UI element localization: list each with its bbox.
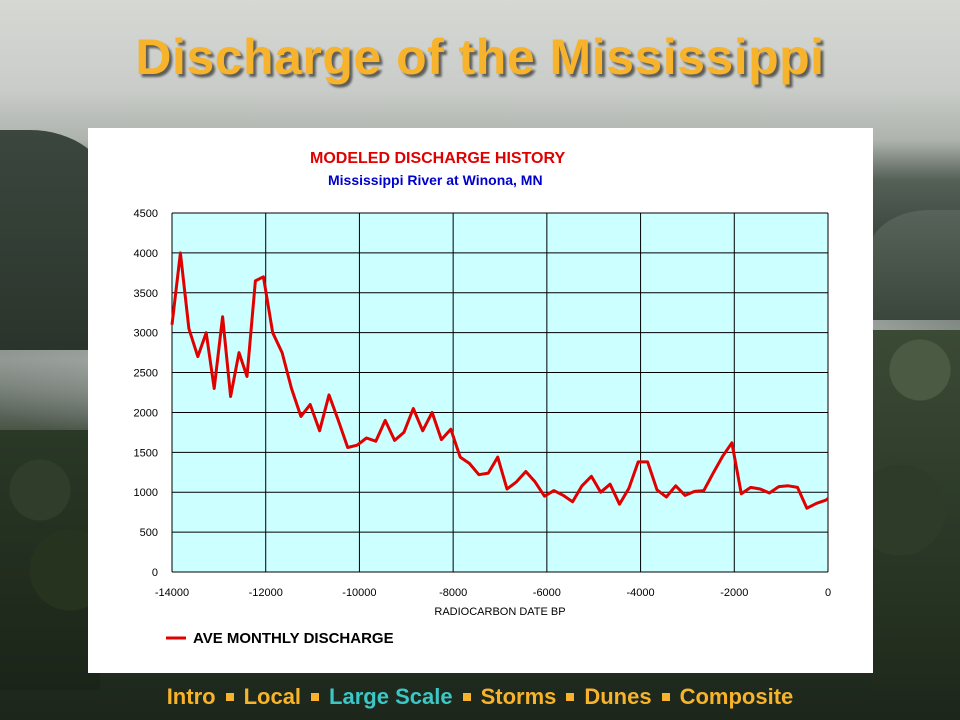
y-tick-label: 500 xyxy=(140,527,158,539)
chart-panel: MODELED DISCHARGE HISTORY Mississippi Riv… xyxy=(88,128,873,673)
nav-link-dunes[interactable]: Dunes xyxy=(584,684,652,709)
nav-separator-icon xyxy=(661,693,670,702)
nav-separator-icon xyxy=(311,693,320,702)
trees-right xyxy=(870,330,960,690)
y-tick-label: 3000 xyxy=(134,328,158,340)
discharge-chart: MODELED DISCHARGE HISTORY Mississippi Riv… xyxy=(134,150,832,647)
nav-separator-icon xyxy=(566,693,575,702)
series-line-discharge xyxy=(170,251,829,510)
y-tick-label: 1000 xyxy=(134,487,158,499)
y-tick-label: 3500 xyxy=(134,288,158,300)
x-tick-label: -10000 xyxy=(342,587,376,599)
nav-link-intro[interactable]: Intro xyxy=(166,684,216,709)
x-tick-label: 0 xyxy=(825,587,831,599)
x-tick-label: -14000 xyxy=(155,587,189,599)
slide-title: Discharge of the Mississippi xyxy=(135,29,825,85)
legend-label: AVE MONTHLY DISCHARGE xyxy=(193,630,394,647)
nav-link-large-scale[interactable]: Large Scale xyxy=(329,684,453,709)
nav-link-local[interactable]: Local xyxy=(243,684,302,709)
y-tick-label: 4500 xyxy=(134,208,158,220)
nav-link-storms[interactable]: Storms xyxy=(480,684,557,709)
x-tick-label: -2000 xyxy=(720,587,748,599)
y-tick-label: 1500 xyxy=(134,447,158,459)
y-tick-label: 0 xyxy=(152,567,158,579)
y-tick-label: 4000 xyxy=(134,248,158,260)
x-tick-label: -8000 xyxy=(439,587,467,599)
nav-link-composite[interactable]: Composite xyxy=(679,684,794,709)
nav-separator-icon xyxy=(462,693,471,702)
bluff-right xyxy=(870,210,960,320)
y-tick-label: 2000 xyxy=(134,407,158,419)
x-tick-label: -12000 xyxy=(249,587,283,599)
chart-subtitle: Mississippi River at Winona, MN xyxy=(328,172,543,188)
x-tick-label: -4000 xyxy=(627,587,655,599)
nav-separator-icon xyxy=(225,693,234,702)
x-axis-label: RADIOCARBON DATE BP xyxy=(434,606,565,618)
plot-area xyxy=(172,213,828,572)
y-tick-label: 2500 xyxy=(134,368,158,380)
x-tick-label: -6000 xyxy=(533,587,561,599)
trees-left xyxy=(0,430,100,690)
chart-title: MODELED DISCHARGE HISTORY xyxy=(310,150,565,167)
slide-navigation: Intro Local Large Scale Storms Dunes Composit… xyxy=(0,684,960,710)
